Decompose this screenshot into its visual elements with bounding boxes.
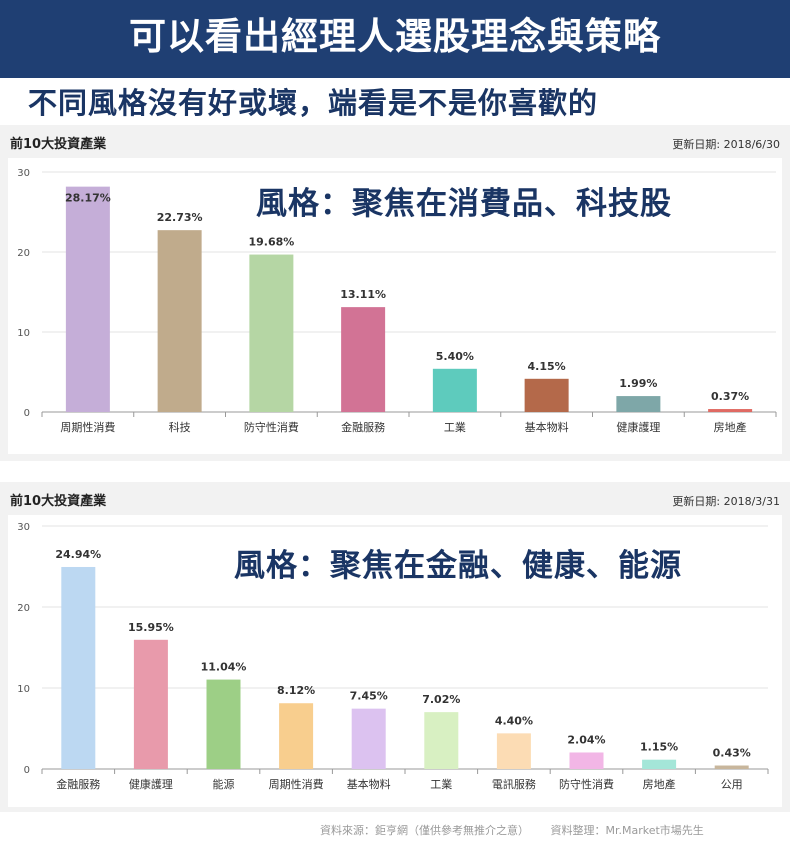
bar[interactable] <box>714 765 749 769</box>
x-tick-label: 防守性消費 <box>559 777 614 791</box>
bar[interactable] <box>279 703 314 769</box>
panel-header: 前10大投資產業 <box>10 494 107 509</box>
title-banner: 可以看出經理人選股理念與策略 <box>0 0 790 78</box>
data-label: 15.95% <box>128 621 174 634</box>
bar[interactable] <box>496 733 531 769</box>
data-label: 22.73% <box>157 211 203 224</box>
chart-panel-1: 前10大投資產業 更新日期: 2018/6/30 0 10 20 30 28.17% 周期… <box>0 125 790 461</box>
bar[interactable] <box>133 639 168 769</box>
footer-source: 資料來源：鉅亨網（僅供參考無推介之意） <box>320 824 529 837</box>
data-label: 7.45% <box>350 690 388 703</box>
footer-compiled: 資料整理：Mr.Market市場先生 <box>550 824 704 837</box>
data-label: 1.99% <box>619 377 657 390</box>
y-tick-label: 10 <box>17 684 30 695</box>
y-tick-label: 20 <box>17 248 30 259</box>
data-label: 11.04% <box>201 661 247 674</box>
x-tick-label: 周期性消費 <box>60 420 115 434</box>
x-tick-label: 金融服務 <box>56 777 100 791</box>
y-tick-label: 30 <box>17 522 30 533</box>
data-label: 5.40% <box>436 350 474 363</box>
x-tick-label: 能源 <box>213 777 235 791</box>
bar[interactable] <box>616 396 661 412</box>
x-tick-label: 健康護理 <box>129 777 173 791</box>
bar[interactable] <box>432 368 477 412</box>
chart-panel-2: 前10大投資產業 更新日期: 2018/3/31 0 10 20 30 24.94% 金融… <box>0 482 790 812</box>
y-tick-label: 0 <box>24 408 30 419</box>
bar[interactable] <box>569 752 604 769</box>
x-tick-label: 健康護理 <box>616 420 660 434</box>
data-label: 4.40% <box>495 714 533 727</box>
x-tick-label: 科技 <box>169 420 191 434</box>
data-label: 19.68% <box>248 236 294 249</box>
data-label: 28.17% <box>65 192 111 205</box>
data-label: 13.11% <box>340 288 386 301</box>
x-tick-label: 公用 <box>721 778 743 791</box>
banner-title: 可以看出經理人選股理念與策略 <box>129 15 661 58</box>
bar[interactable] <box>424 712 459 769</box>
footer: 資料來源：鉅亨網（僅供參考無推介之意） 資料整理：Mr.Market市場先生 <box>320 822 722 838</box>
bar[interactable] <box>642 759 677 769</box>
y-tick-label: 0 <box>24 765 30 776</box>
bar[interactable] <box>61 566 96 769</box>
x-tick-label: 工業 <box>430 778 452 791</box>
bar[interactable] <box>249 254 294 412</box>
x-tick-label: 周期性消費 <box>269 777 324 791</box>
update-date: 更新日期: 2018/3/31 <box>672 495 780 508</box>
update-date: 更新日期: 2018/6/30 <box>672 138 780 151</box>
x-tick-label: 基本物料 <box>525 420 569 434</box>
bar[interactable] <box>708 409 753 412</box>
data-label: 8.12% <box>277 684 315 697</box>
bar[interactable] <box>65 186 110 412</box>
bar-chart-industries-2018-03: 0 10 20 30 24.94% 金融服務 15.95% 健康護理 11.04% 能源 8.12%… <box>17 522 769 791</box>
x-tick-label: 房地產 <box>714 420 747 434</box>
y-tick-label: 30 <box>17 168 30 179</box>
bar[interactable] <box>351 708 386 769</box>
data-label: 4.15% <box>528 360 566 373</box>
subtitle: 不同風格沒有好或壞，端看是不是你喜歡的 <box>28 86 599 120</box>
style-note: 風格：聚焦在金融、健康、能源 <box>234 548 682 584</box>
bar[interactable] <box>157 230 202 412</box>
x-tick-label: 基本物料 <box>347 777 391 791</box>
bar[interactable] <box>206 679 241 769</box>
panel-header: 前10大投資產業 <box>10 137 107 152</box>
data-label: 0.43% <box>713 747 751 760</box>
chart-area: 0 10 20 30 24.94% 金融服務 15.95% 健康護理 11.04% 能源 8.12%… <box>8 515 782 807</box>
x-tick-label: 電訊服務 <box>492 777 536 791</box>
data-label: 7.02% <box>422 693 460 706</box>
bar[interactable] <box>524 378 569 412</box>
x-tick-label: 工業 <box>444 421 466 434</box>
data-label: 1.15% <box>640 741 678 754</box>
style-note: 風格：聚焦在消費品、科技股 <box>256 186 672 222</box>
x-tick-label: 金融服務 <box>341 420 385 434</box>
y-tick-label: 10 <box>17 328 30 339</box>
x-tick-label: 防守性消費 <box>244 420 299 434</box>
bar[interactable] <box>341 307 386 412</box>
x-tick-label: 房地產 <box>643 777 676 791</box>
data-label: 2.04% <box>567 733 605 746</box>
chart-area: 0 10 20 30 28.17% 周期性消費 22.73% 科技 19.68% 防守性消費 13.… <box>8 158 782 454</box>
data-label: 0.37% <box>711 390 749 403</box>
data-label: 24.94% <box>55 548 101 561</box>
bar-chart-industries-2018-06: 0 10 20 30 28.17% 周期性消費 22.73% 科技 19.68% 防守性消費 13.… <box>17 168 777 434</box>
y-tick-label: 20 <box>17 603 30 614</box>
